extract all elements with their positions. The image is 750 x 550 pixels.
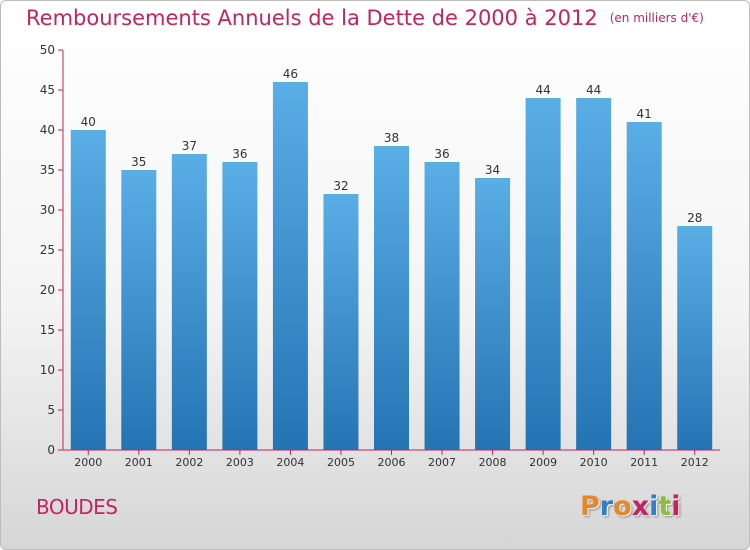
y-tick-label-15: 15 (40, 323, 55, 337)
proxiti-logo-letter: t (658, 490, 672, 522)
x-tick-label-2011: 2011 (630, 456, 658, 469)
y-tick-label-40: 40 (40, 123, 55, 137)
bar-2002 (171, 154, 207, 450)
data-label-2002: 37 (182, 139, 197, 153)
bar-2012 (677, 226, 713, 450)
chart-title: Remboursements Annuels de la Dette de 20… (26, 6, 704, 30)
bar-2010 (576, 98, 612, 450)
bar-2006 (374, 146, 409, 450)
bar-2004 (272, 82, 308, 450)
chart-unit: (en milliers d'€) (609, 11, 704, 25)
bar-2011 (626, 122, 662, 450)
x-tick-label-2008: 2008 (479, 456, 507, 469)
axes-group: 2000 2001 2002 2003 2004 2005 2006 2007 2008 2009… (40, 43, 720, 469)
data-label-2006: 38 (384, 131, 399, 145)
data-label-2010: 44 (586, 83, 601, 97)
commune-name: BOUDES (36, 495, 118, 519)
x-tick-label-2009: 2009 (529, 456, 557, 469)
x-tick-label-2001: 2001 (125, 456, 153, 469)
data-label-2012: 28 (687, 211, 702, 225)
bar-2007 (424, 162, 460, 450)
bar-2009 (525, 98, 561, 450)
x-tick-label-2006: 2006 (378, 456, 406, 469)
x-tick-label-2010: 2010 (580, 456, 608, 469)
data-label-2001: 35 (131, 155, 146, 169)
proxiti-logo-letter: o (613, 490, 632, 522)
x-tick-label-2002: 2002 (175, 456, 203, 469)
bar-2001 (121, 170, 157, 450)
x-tick-label-2012: 2012 (681, 456, 709, 469)
y-tick-label-30: 30 (40, 203, 55, 217)
data-label-2011: 41 (637, 107, 652, 121)
y-tick-label-50: 50 (40, 43, 55, 57)
bars-group: 40 35 37 36 46 32 38 36 34 44 44 41 28 (70, 67, 713, 450)
chart-title-text: Remboursements Annuels de la Dette de 20… (26, 6, 598, 30)
proxiti-logo-letter: x (631, 490, 650, 522)
y-tick-label-10: 10 (40, 363, 55, 377)
x-tick-label-2004: 2004 (276, 456, 304, 469)
x-tick-label-2000: 2000 (74, 456, 102, 469)
data-label-2000: 40 (81, 115, 96, 129)
proxiti-logo-letter: i (649, 490, 659, 522)
proxiti-logo-letter: i (671, 490, 681, 522)
x-tick-label-2007: 2007 (428, 456, 456, 469)
bar-2005 (323, 194, 359, 450)
y-tick-label-25: 25 (40, 243, 55, 257)
data-label-2008: 34 (485, 163, 500, 177)
data-label-2004: 46 (283, 67, 298, 81)
y-tick-label-5: 5 (47, 403, 55, 417)
proxiti-logo-letter: r (599, 490, 614, 522)
bar-2008 (475, 178, 511, 450)
bar-2000 (70, 130, 106, 450)
x-tick-label-2005: 2005 (327, 456, 355, 469)
proxiti-logo-letter: P (580, 490, 600, 522)
data-label-2007: 36 (434, 147, 449, 161)
x-tick-label-2003: 2003 (226, 456, 254, 469)
y-tick-label-20: 20 (40, 283, 55, 297)
bar-2003 (222, 162, 258, 450)
y-tick-label-45: 45 (40, 83, 55, 97)
data-label-2005: 32 (333, 179, 348, 193)
data-label-2003: 36 (232, 147, 247, 161)
y-tick-label-35: 35 (40, 163, 55, 177)
y-tick-label-0: 0 (47, 443, 55, 457)
data-label-2009: 44 (535, 83, 550, 97)
